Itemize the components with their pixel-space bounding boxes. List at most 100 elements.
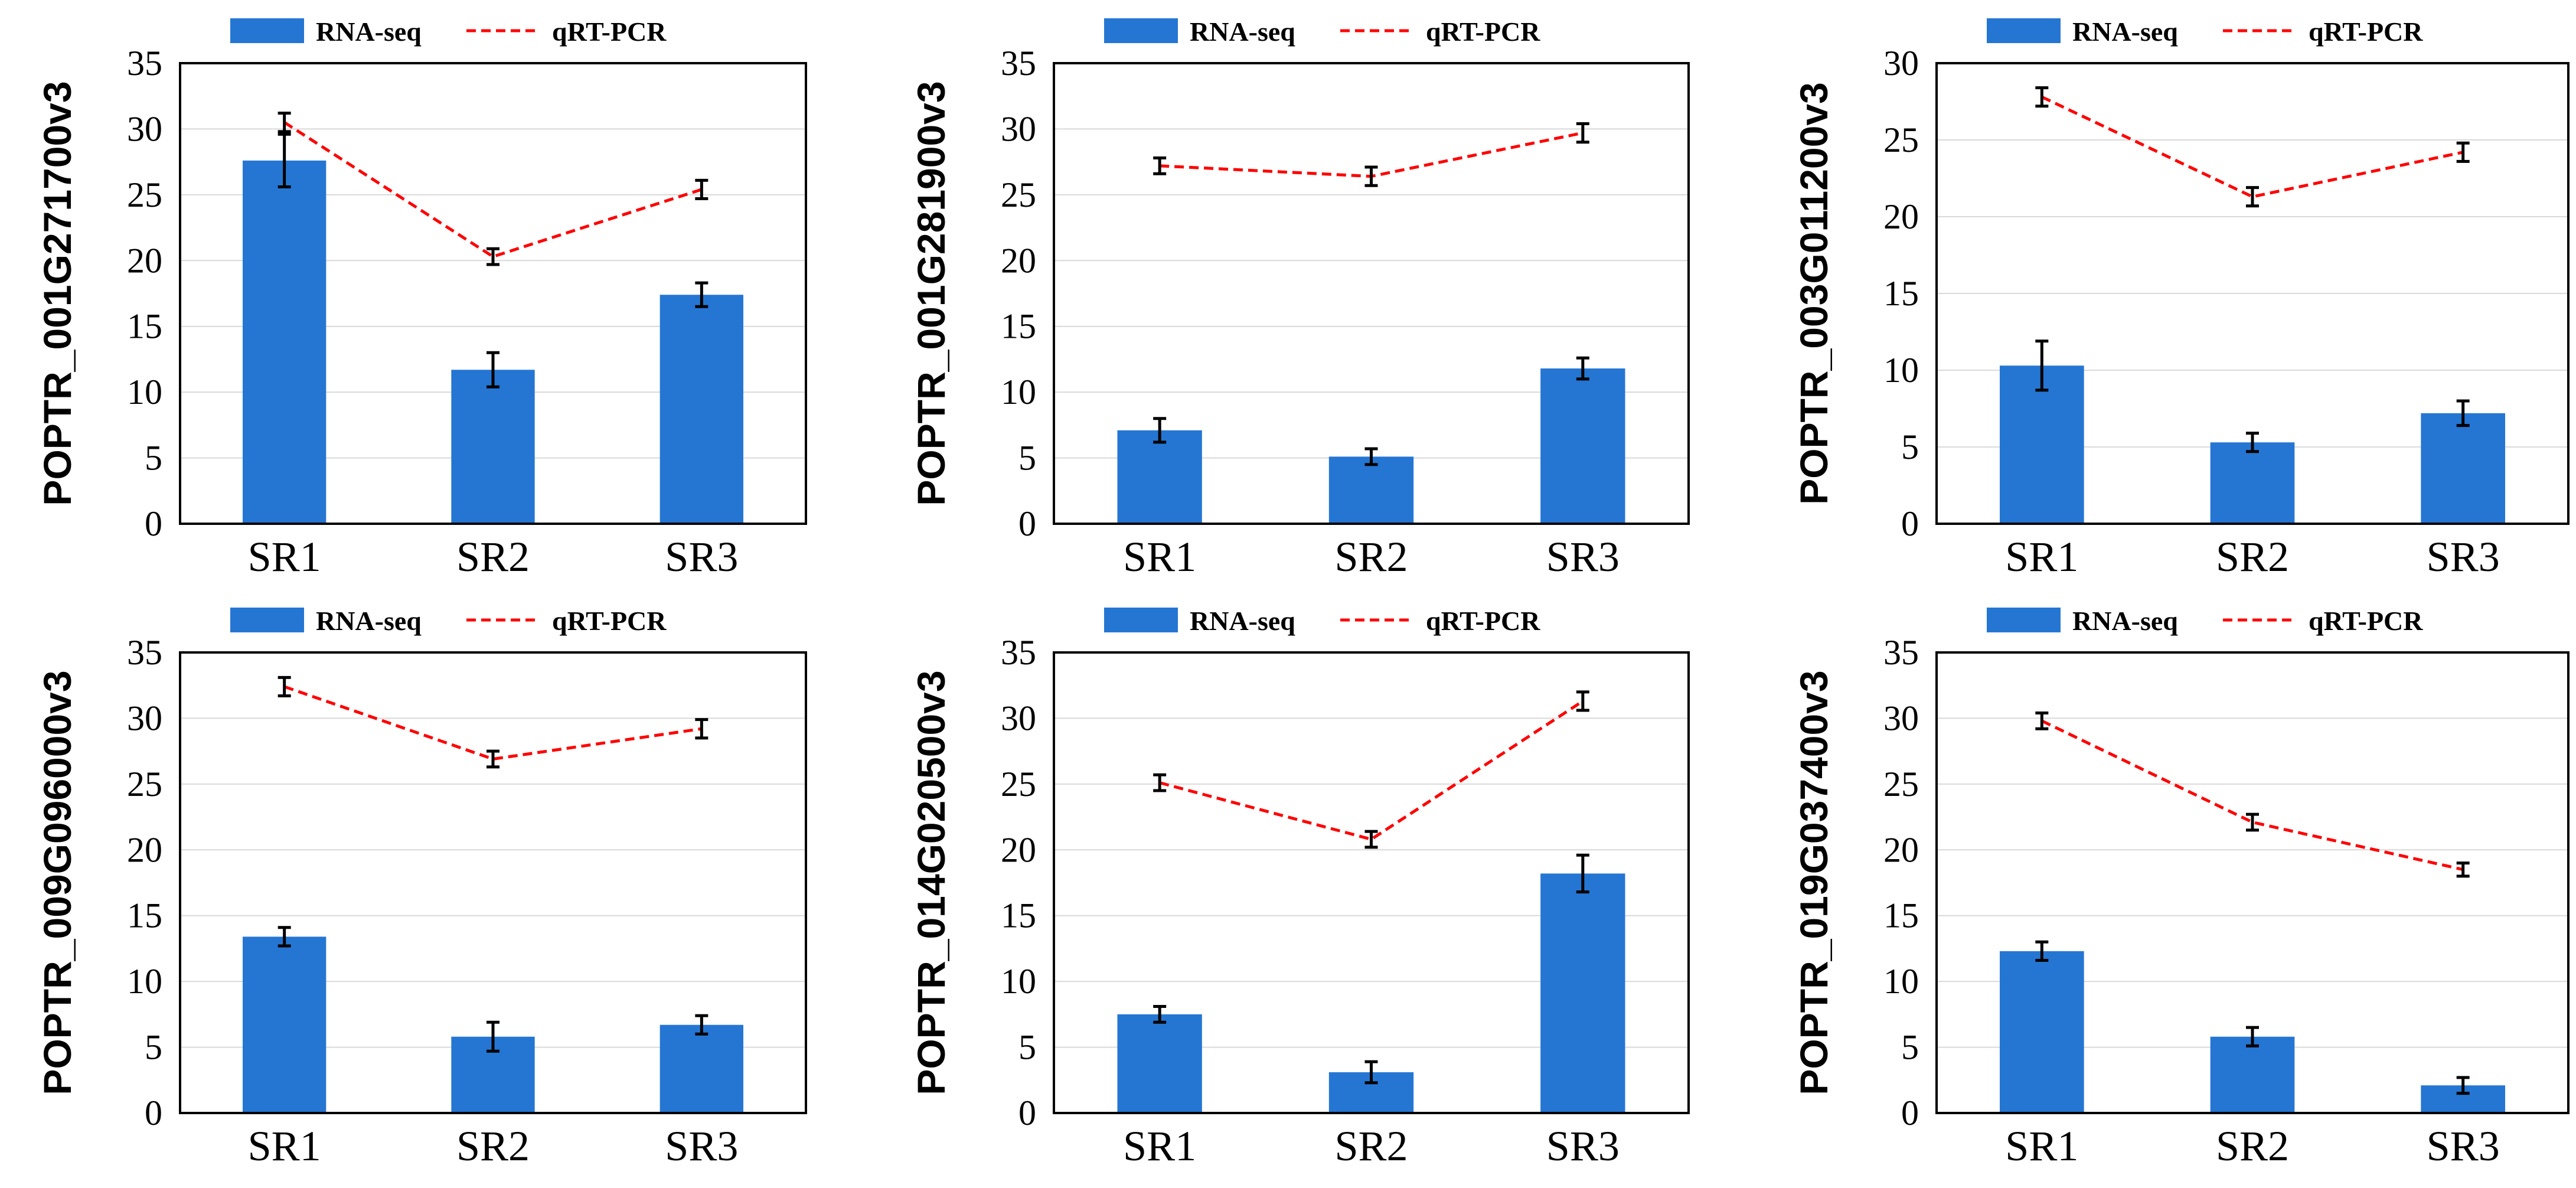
bar xyxy=(243,936,327,1113)
bar xyxy=(1540,873,1625,1113)
bar xyxy=(2421,413,2505,524)
y-tick-label: 30 xyxy=(127,109,162,148)
legend-swatch-rna-seq xyxy=(230,608,304,632)
y-tick-label: 15 xyxy=(1883,274,1919,313)
y-tick-label: 10 xyxy=(127,373,162,412)
chart-panel-2: 0 5 10 15 20 25 30 35 SR1 SR2 SR3 POPTR_001G281900v… xyxy=(909,17,1690,580)
y-axis-label: POPTR_001G281900v3 xyxy=(909,81,953,505)
y-tick-label: 25 xyxy=(127,765,162,804)
x-category-label: SR1 xyxy=(2005,1122,2078,1170)
legend-swatch-rna-seq xyxy=(1987,18,2061,43)
y-tick-label: 15 xyxy=(127,896,162,935)
x-category-label: SR1 xyxy=(1123,1122,1196,1170)
y-tick-label: 35 xyxy=(1001,633,1036,672)
legend-label-rna-seq: RNA-seq xyxy=(1190,17,1295,47)
y-tick-label: 35 xyxy=(1001,44,1036,83)
bar xyxy=(1328,456,1414,524)
x-category-label: SR2 xyxy=(456,533,530,580)
chart-panel-3: 0 5 10 15 20 25 30 SR1 SR2 SR3 POPTR_003G011200v3 R… xyxy=(1792,17,2570,580)
legend-label-qrt-pcr: qRT-PCR xyxy=(1426,17,1540,47)
plot-frame xyxy=(1053,62,1690,525)
x-category-label: SR3 xyxy=(1546,533,1620,580)
y-tick-label: 15 xyxy=(127,307,162,346)
y-tick-label: 15 xyxy=(1883,896,1919,935)
legend: RNA-seq qRT-PCR xyxy=(1987,606,2423,636)
x-category-label: SR2 xyxy=(1334,533,1408,580)
y-tick-label: 25 xyxy=(1883,120,1919,159)
y-tick-label: 10 xyxy=(1001,962,1036,1001)
legend-label-rna-seq: RNA-seq xyxy=(2072,17,2178,47)
y-tick-label: 35 xyxy=(127,44,162,83)
chart-panel-4: 0 5 10 15 20 25 30 35 SR1 SR2 SR3 POPTR_009G096000v… xyxy=(35,606,807,1170)
plot-frame xyxy=(1935,62,2570,525)
x-category-label: SR3 xyxy=(2427,533,2500,580)
chart-panel-5: 0 5 10 15 20 25 30 35 SR1 SR2 SR3 POPTR_014G020500v… xyxy=(909,606,1690,1170)
x-category-label: SR1 xyxy=(248,533,321,580)
y-tick-label: 25 xyxy=(1001,175,1036,214)
y-tick-label: 5 xyxy=(145,1028,162,1067)
bar xyxy=(1117,1014,1202,1113)
x-category-label: SR2 xyxy=(456,1122,530,1170)
bar xyxy=(1117,430,1202,524)
legend-swatch-rna-seq xyxy=(1104,18,1178,43)
bar xyxy=(659,1024,743,1113)
y-tick-label: 30 xyxy=(127,699,162,737)
y-axis-label: POPTR_019G037400v3 xyxy=(1792,670,1836,1095)
bar xyxy=(243,160,327,524)
y-tick-label: 10 xyxy=(127,962,162,1001)
legend-swatch-rna-seq xyxy=(230,18,304,43)
bar xyxy=(2000,365,2084,524)
y-tick-label: 5 xyxy=(1901,1028,1919,1067)
x-category-label: SR2 xyxy=(2216,533,2289,580)
x-category-label: SR1 xyxy=(248,1122,321,1170)
y-tick-label: 35 xyxy=(127,633,162,672)
plot-frame xyxy=(179,651,807,1114)
y-tick-label: 20 xyxy=(1883,197,1919,236)
x-category-label: SR3 xyxy=(1546,1122,1620,1170)
bar xyxy=(1540,368,1625,524)
x-category-label: SR3 xyxy=(665,533,738,580)
plot-frame xyxy=(1053,651,1690,1114)
legend-swatch-rna-seq xyxy=(1104,608,1178,632)
y-axis-label: POPTR_009G096000v3 xyxy=(35,670,79,1095)
panels: 0 5 10 15 20 25 30 35 SR1 SR2 SR3 POPTR_001G271700v… xyxy=(35,17,2570,1170)
y-tick-label: 20 xyxy=(127,241,162,280)
chart-panel-6: 0 5 10 15 20 25 30 35 SR1 SR2 SR3 POPTR_019G037400v… xyxy=(1792,606,2570,1170)
bar xyxy=(2000,951,2084,1113)
series-line xyxy=(283,121,703,259)
y-tick-label: 15 xyxy=(1001,896,1036,935)
y-tick-label: 30 xyxy=(1001,699,1036,737)
y-tick-label: 20 xyxy=(1001,830,1036,869)
y-tick-label: 5 xyxy=(145,439,162,478)
legend-label-qrt-pcr: qRT-PCR xyxy=(1426,606,1540,636)
x-category-label: SR1 xyxy=(1123,533,1196,580)
legend-label-qrt-pcr: qRT-PCR xyxy=(2309,606,2423,636)
legend: RNA-seq qRT-PCR xyxy=(1104,17,1540,47)
y-tick-label: 20 xyxy=(127,830,162,869)
y-tick-label: 0 xyxy=(1018,504,1036,543)
y-tick-label: 0 xyxy=(1018,1094,1036,1132)
y-tick-label: 0 xyxy=(145,1094,162,1132)
y-tick-label: 20 xyxy=(1883,830,1919,869)
y-tick-label: 5 xyxy=(1018,1028,1036,1067)
x-category-label: SR3 xyxy=(665,1122,738,1170)
y-axis-label: POPTR_001G271700v3 xyxy=(35,81,79,505)
legend-label-qrt-pcr: qRT-PCR xyxy=(552,17,667,47)
bar xyxy=(451,370,535,524)
bar xyxy=(2210,1036,2295,1113)
legend-label-rna-seq: RNA-seq xyxy=(1190,606,1295,636)
series-line xyxy=(2041,95,2464,198)
plot-frame xyxy=(1935,651,2570,1114)
y-tick-label: 0 xyxy=(145,504,162,543)
bar xyxy=(659,295,743,524)
y-tick-label: 25 xyxy=(1001,765,1036,804)
y-tick-label: 10 xyxy=(1883,351,1919,390)
series-line xyxy=(1159,700,1584,841)
series-line xyxy=(283,685,702,761)
chart-panel-1: 0 5 10 15 20 25 30 35 SR1 SR2 SR3 POPTR_001G271700v… xyxy=(35,17,807,580)
x-category-label: SR2 xyxy=(2216,1122,2289,1170)
y-tick-label: 30 xyxy=(1001,109,1036,148)
y-tick-label: 30 xyxy=(1883,44,1919,83)
legend: RNA-seq qRT-PCR xyxy=(230,606,667,636)
